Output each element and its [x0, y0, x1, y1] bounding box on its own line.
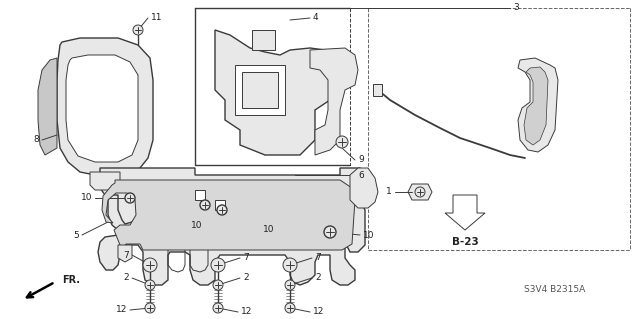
- Text: 8: 8: [33, 136, 39, 145]
- Text: 7: 7: [243, 254, 249, 263]
- Text: FR.: FR.: [62, 275, 80, 285]
- Polygon shape: [57, 38, 153, 175]
- Circle shape: [145, 280, 155, 290]
- Circle shape: [217, 205, 227, 215]
- Text: 10: 10: [263, 226, 275, 234]
- Polygon shape: [66, 55, 138, 162]
- Text: 2: 2: [124, 273, 129, 283]
- Text: 12: 12: [313, 308, 324, 316]
- Polygon shape: [310, 48, 358, 155]
- Polygon shape: [195, 190, 205, 200]
- Text: 1: 1: [387, 188, 392, 197]
- Text: 4: 4: [313, 13, 319, 23]
- Circle shape: [133, 25, 143, 35]
- Circle shape: [143, 258, 157, 272]
- Circle shape: [145, 303, 155, 313]
- Polygon shape: [98, 168, 375, 285]
- Text: 3: 3: [513, 4, 519, 12]
- Text: S3V4 B2315A: S3V4 B2315A: [524, 286, 586, 294]
- Polygon shape: [252, 30, 275, 50]
- Polygon shape: [118, 245, 132, 262]
- Polygon shape: [524, 67, 548, 145]
- Circle shape: [283, 258, 297, 272]
- Circle shape: [213, 280, 223, 290]
- Polygon shape: [215, 30, 345, 155]
- Polygon shape: [518, 58, 558, 152]
- Circle shape: [285, 303, 295, 313]
- Polygon shape: [90, 172, 120, 190]
- Polygon shape: [408, 184, 432, 200]
- Circle shape: [415, 187, 425, 197]
- Text: 9: 9: [358, 155, 364, 165]
- Text: 12: 12: [241, 308, 252, 316]
- Text: 7: 7: [124, 250, 129, 259]
- Polygon shape: [350, 168, 378, 208]
- Circle shape: [200, 200, 210, 210]
- Polygon shape: [373, 84, 382, 96]
- Polygon shape: [102, 180, 355, 250]
- Circle shape: [324, 226, 336, 238]
- Polygon shape: [242, 72, 278, 108]
- Circle shape: [213, 303, 223, 313]
- Text: 12: 12: [116, 306, 127, 315]
- Circle shape: [125, 193, 135, 203]
- Circle shape: [336, 136, 348, 148]
- Text: 7: 7: [315, 254, 321, 263]
- Text: 10: 10: [81, 194, 92, 203]
- Circle shape: [211, 258, 225, 272]
- Polygon shape: [235, 65, 285, 115]
- Text: 10: 10: [363, 231, 374, 240]
- Text: 10: 10: [191, 220, 202, 229]
- Text: B-23: B-23: [452, 237, 478, 247]
- Text: 2: 2: [315, 273, 321, 283]
- Text: 5: 5: [73, 231, 79, 240]
- Text: 11: 11: [151, 13, 163, 23]
- Polygon shape: [445, 195, 485, 230]
- Text: 2: 2: [243, 273, 248, 283]
- Text: 6: 6: [358, 170, 364, 180]
- Polygon shape: [38, 58, 57, 155]
- Polygon shape: [215, 200, 225, 210]
- Circle shape: [285, 280, 295, 290]
